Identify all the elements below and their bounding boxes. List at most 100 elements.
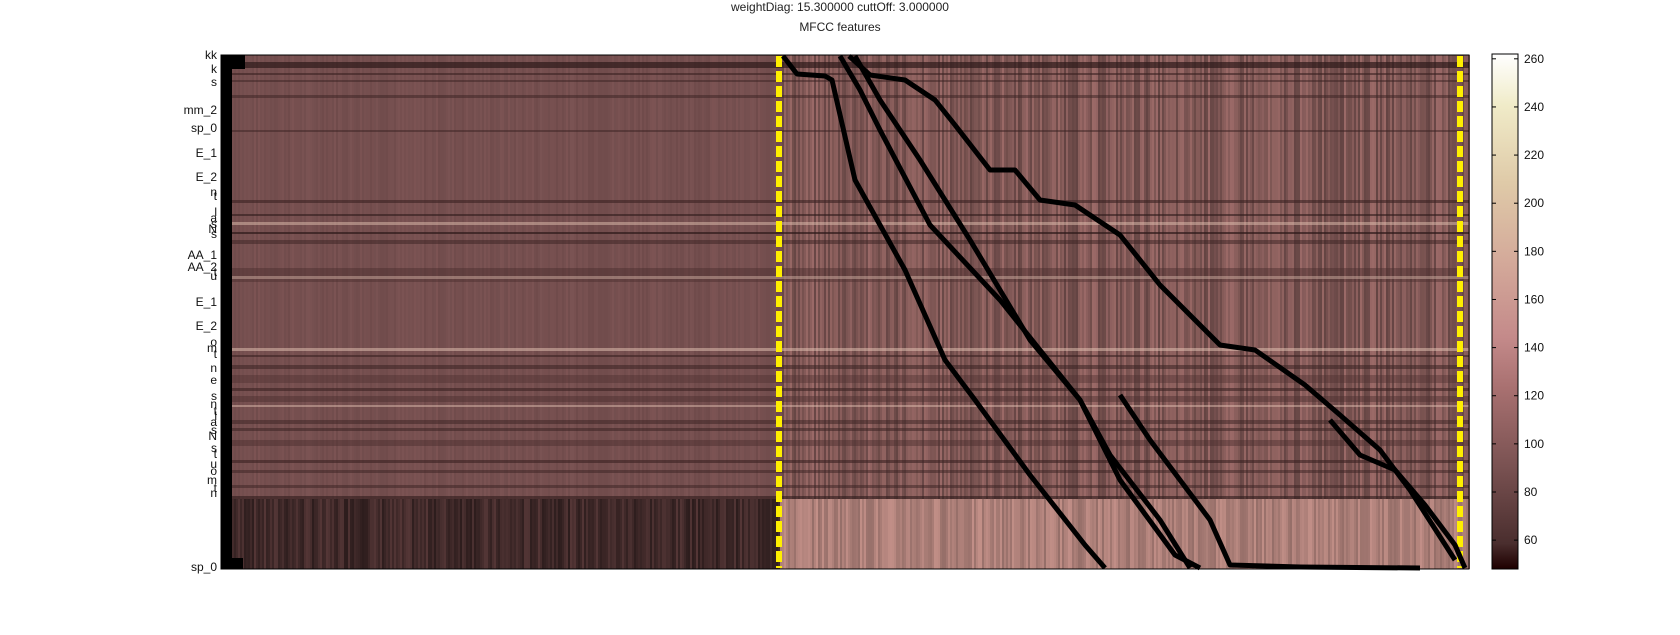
heatmap-column-stripe-bottom [952, 499, 954, 569]
heatmap-column-stripe-bottom [300, 499, 302, 569]
heatmap-column-stripe-bottom [250, 499, 252, 569]
heatmap-column-stripe-bottom [240, 499, 242, 569]
heatmap-column-stripe-bottom [784, 499, 786, 569]
heatmap-column-stripe-bottom [1340, 499, 1342, 569]
heatmap-column-stripe [418, 55, 420, 499]
heatmap-column-stripe [1426, 55, 1428, 499]
heatmap-column-stripe [1256, 55, 1258, 499]
heatmap-column-stripe [826, 55, 828, 499]
heatmap-column-stripe [1206, 55, 1208, 499]
heatmap-column-stripe-bottom [566, 499, 568, 569]
heatmap-column-stripe [596, 55, 598, 499]
heatmap-column-stripe [462, 55, 464, 499]
heatmap-column-stripe-bottom [1380, 499, 1382, 569]
heatmap-column-stripe-bottom [1374, 499, 1376, 569]
heatmap-column-stripe [560, 55, 562, 499]
heatmap-column-stripe [910, 55, 912, 499]
heatmap-column-stripe-bottom [770, 499, 772, 569]
heatmap-column-stripe-bottom [640, 499, 642, 569]
heatmap-column-stripe [1274, 55, 1276, 499]
heatmap-column-stripe-bottom [970, 499, 972, 569]
heatmap-column-stripe-bottom [1260, 499, 1262, 569]
heatmap-column-stripe [898, 55, 900, 499]
heatmap-column-stripe-bottom [1152, 499, 1154, 569]
heatmap-column-stripe-bottom [968, 499, 970, 569]
heatmap-column-stripe-bottom [1226, 499, 1228, 569]
heatmap-column-stripe [244, 55, 246, 499]
y-tick-label-overlap: N [208, 222, 217, 236]
heatmap-column-stripe-bottom [1036, 499, 1038, 569]
heatmap-column-stripe [962, 55, 964, 499]
heatmap-column-stripe-bottom [1318, 499, 1320, 569]
heatmap-column-stripe [724, 55, 726, 499]
heatmap-column-stripe-bottom [676, 499, 678, 569]
heatmap-row-band [232, 470, 1469, 473]
heatmap-column-stripe-bottom [272, 499, 274, 569]
heatmap-column-stripe-bottom [1032, 499, 1034, 569]
heatmap-column-stripe [1030, 55, 1032, 499]
heatmap-column-stripe [568, 55, 570, 499]
heatmap-column-stripe [352, 55, 354, 499]
heatmap-column-stripe-bottom [932, 499, 934, 569]
heatmap-column-stripe [1214, 55, 1216, 499]
heatmap-column-stripe-bottom [1006, 499, 1008, 569]
heatmap-column-stripe [578, 55, 580, 499]
heatmap-column-stripe-bottom [530, 499, 532, 569]
heatmap-column-stripe-bottom [306, 499, 308, 569]
heatmap-column-stripe-bottom [618, 499, 620, 569]
heatmap-column-stripe-bottom [594, 499, 596, 569]
heatmap-column-stripe [678, 55, 680, 499]
heatmap-column-stripe-bottom [400, 499, 402, 569]
heatmap-column-stripe [572, 55, 574, 499]
heatmap-column-stripe [1138, 55, 1140, 499]
colorbar-gradient [1491, 53, 1519, 570]
heatmap-column-stripe-bottom [824, 499, 826, 569]
heatmap-column-stripe [922, 55, 924, 499]
heatmap-column-stripe [874, 55, 876, 499]
heatmap-column-stripe [1332, 55, 1334, 499]
heatmap-column-stripe [532, 55, 534, 499]
heatmap-column-stripe [268, 55, 270, 499]
heatmap-column-stripe [1088, 55, 1090, 499]
heatmap-column-stripe-bottom [1192, 499, 1194, 569]
heatmap-column-stripe-bottom [1132, 499, 1134, 569]
heatmap-column-stripe [254, 55, 256, 499]
heatmap-column-stripe-bottom [712, 499, 714, 569]
heatmap-column-stripe [1008, 55, 1010, 499]
heatmap-column-stripe-bottom [1088, 499, 1090, 569]
heatmap-column-stripe-bottom [434, 499, 436, 569]
heatmap-column-stripe [362, 55, 364, 499]
heatmap-column-stripe [1094, 55, 1096, 499]
heatmap-column-stripe-bottom [950, 499, 952, 569]
heatmap-column-stripe-bottom [1426, 499, 1428, 569]
heatmap-column-stripe [1310, 55, 1312, 499]
heatmap-column-stripe [556, 55, 558, 499]
heatmap-column-stripe [920, 55, 922, 499]
heatmap-column-stripe-bottom [558, 499, 560, 569]
heatmap-column-stripe [1132, 55, 1134, 499]
heatmap-column-stripe [446, 55, 448, 499]
heatmap-column-stripe [594, 55, 596, 499]
heatmap-column-stripe-bottom [234, 499, 236, 569]
heatmap-column-stripe-bottom [1442, 499, 1444, 569]
heatmap-column-stripe-bottom [398, 499, 400, 569]
heatmap-column-stripe-bottom [254, 499, 256, 569]
heatmap-column-stripe [510, 55, 512, 499]
heatmap-column-stripe-bottom [956, 499, 958, 569]
heatmap-column-stripe-bottom [1228, 499, 1230, 569]
heatmap-column-stripe-bottom [1072, 499, 1074, 569]
heatmap-column-stripe [604, 55, 606, 499]
heatmap-column-stripe [334, 55, 336, 499]
heatmap-column-stripe [428, 55, 430, 499]
heatmap-column-stripe [1124, 55, 1126, 499]
y-tick-label-overlap: m [207, 473, 217, 487]
heatmap-column-stripe [1240, 55, 1242, 499]
heatmap-column-stripe-bottom [726, 499, 728, 569]
heatmap-column-stripe [538, 55, 540, 499]
heatmap-column-stripe-bottom [290, 499, 292, 569]
heatmap-column-stripe-bottom [1210, 499, 1212, 569]
heatmap-column-stripe [696, 55, 698, 499]
heatmap-column-stripe [1172, 55, 1174, 499]
heatmap-column-stripe [1004, 55, 1006, 499]
heatmap-column-stripe [1236, 55, 1238, 499]
